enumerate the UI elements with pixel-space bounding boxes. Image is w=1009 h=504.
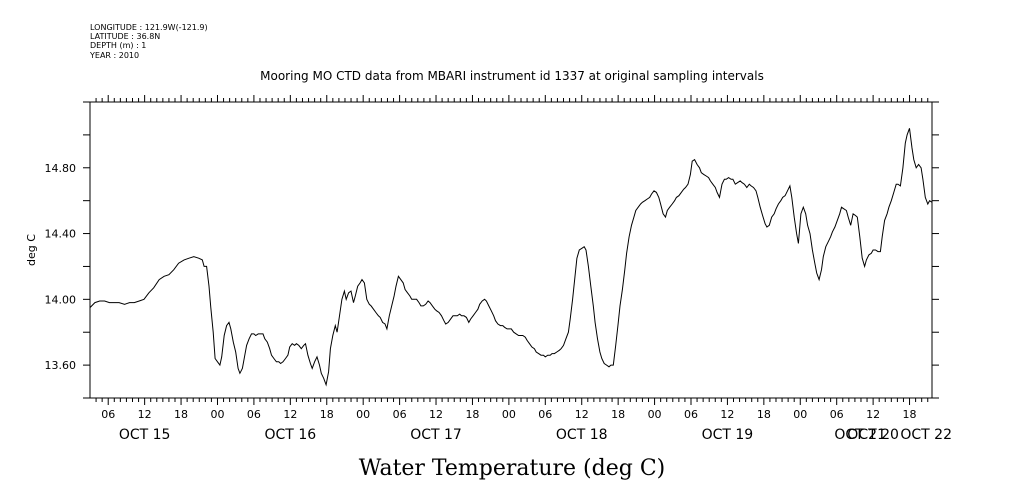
- x-tick-label: 12: [575, 408, 589, 421]
- plot-frame: [89, 101, 933, 399]
- x-tick-label: 18: [465, 408, 479, 421]
- x-tick-label: 06: [247, 408, 261, 421]
- date-label: OCT 20: [847, 427, 899, 443]
- x-tick-label: 00: [356, 408, 370, 421]
- date-label: OCT 18: [556, 427, 608, 443]
- x-tick-label: 12: [720, 408, 734, 421]
- x-tick-label: 06: [538, 408, 552, 421]
- x-tick-label: 12: [138, 408, 152, 421]
- series-line: [89, 128, 933, 387]
- chart-title: Mooring MO CTD data from MBARI instrumen…: [260, 69, 764, 83]
- x-tick-label: 18: [611, 408, 625, 421]
- axis-ticks: [83, 95, 939, 405]
- x-tick-label: 18: [757, 408, 771, 421]
- x-tick-label: 06: [101, 408, 115, 421]
- x-axis-title: Water Temperature (deg C): [359, 456, 666, 481]
- meta-year: YEAR : 2010: [89, 51, 139, 60]
- date-label: OCT 19: [702, 427, 754, 443]
- x-tick-label: 18: [320, 408, 334, 421]
- x-tick-label: 00: [648, 408, 662, 421]
- date-labels: OCT 15 OCT 16 OCT 17 OCT 18 OCT 19 OCT 20OCT …: [119, 427, 952, 443]
- y-tick-label: 13.60: [45, 359, 77, 372]
- y-tick-label: 14.40: [45, 228, 77, 241]
- x-tick-label: 06: [684, 408, 698, 421]
- meta-depth: DEPTH (m) : 1: [90, 41, 146, 50]
- x-tick-label: 12: [866, 408, 880, 421]
- meta-latitude: LATITUDE : 36.8N: [90, 32, 160, 41]
- x-tick-label: 00: [502, 408, 516, 421]
- station-metadata: LONGITUDE : 121.9W(-121.9) LATITUDE : 36…: [89, 23, 208, 60]
- y-tick-label: 14.00: [45, 293, 77, 306]
- y-axis-title: deg C: [25, 234, 38, 266]
- date-label: OCT 17: [410, 427, 462, 443]
- x-tick-label: 06: [393, 408, 407, 421]
- date-label: OCT 15: [119, 427, 171, 443]
- date-label: OCT 22: [900, 427, 952, 443]
- y-tick-label: 14.80: [45, 162, 77, 175]
- x-tick-labels: 06 12 18 00 06 12 18 00 06 12 18 00 06 12 18 00 06 12 18 00…: [101, 408, 916, 421]
- x-tick-label: 18: [903, 408, 917, 421]
- x-tick-label: 12: [283, 408, 297, 421]
- x-tick-label: 00: [210, 408, 224, 421]
- x-tick-label: 12: [429, 408, 443, 421]
- x-tick-label: 18: [174, 408, 188, 421]
- date-label: OCT 16: [265, 427, 317, 443]
- x-tick-label: 00: [793, 408, 807, 421]
- meta-longitude: LONGITUDE : 121.9W(-121.9): [90, 23, 208, 32]
- y-tick-labels: 13.60 14.00 14.40 14.80: [45, 162, 77, 372]
- date-label: OCT 21: [834, 427, 886, 443]
- x-tick-label: 06: [830, 408, 844, 421]
